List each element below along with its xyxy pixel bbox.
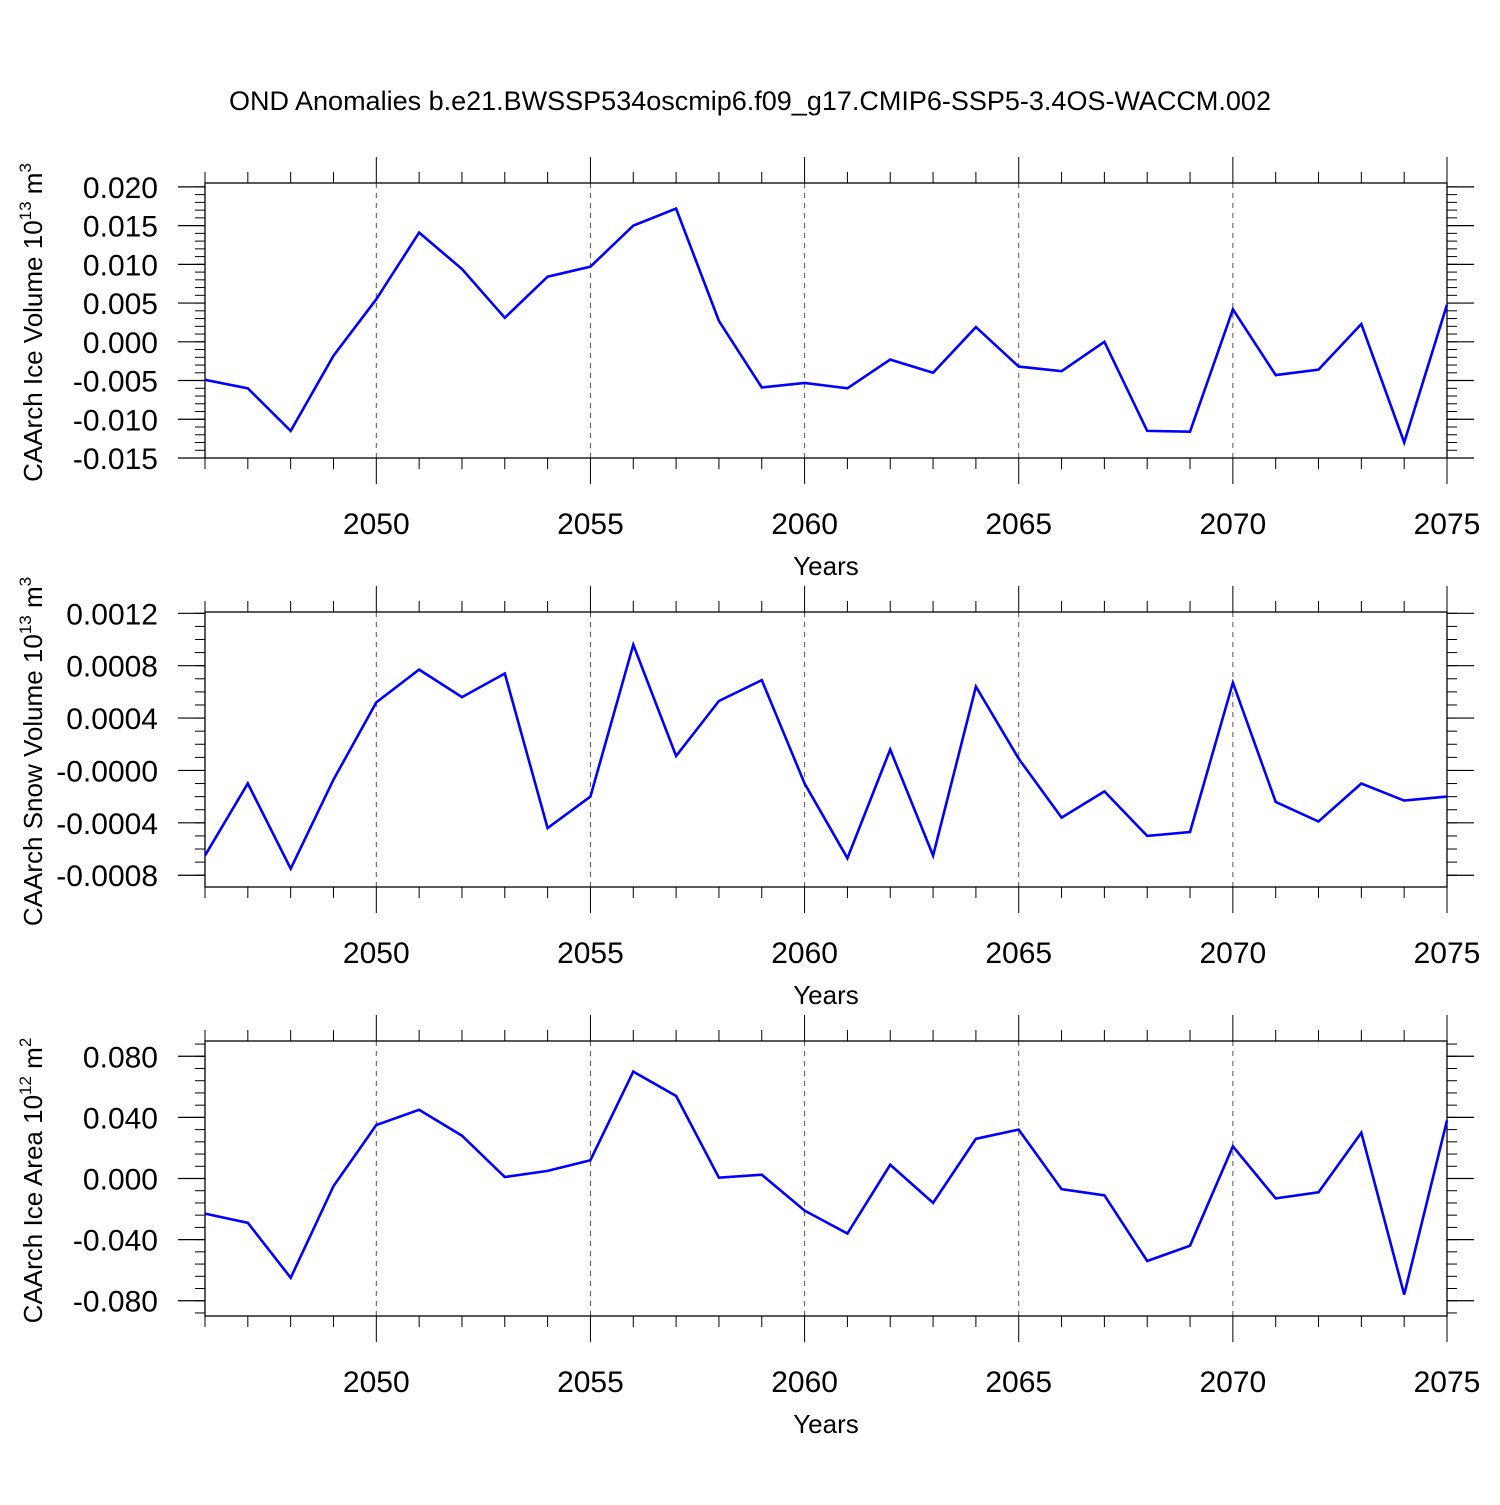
x-tick-label: 2065 — [985, 937, 1052, 970]
x-tick-label: 2055 — [557, 1366, 624, 1399]
x-tick-label: 2075 — [1414, 937, 1481, 970]
figure-title: OND Anomalies b.e21.BWSSP534oscmip6.f09_… — [229, 86, 1271, 116]
x-axis-label: Years — [793, 1409, 859, 1439]
y-axis-label-exponent: 3 — [16, 163, 35, 172]
y-axis-label-exponent: 12 — [16, 1076, 35, 1095]
x-tick-label: 2075 — [1414, 508, 1481, 541]
y-axis-label-exponent: 2 — [16, 1038, 35, 1047]
y-tick-label: 0.000 — [83, 327, 158, 360]
y-tick-label: 0.005 — [83, 288, 158, 321]
y-tick-label: -0.080 — [73, 1286, 158, 1319]
x-tick-label: 2060 — [771, 508, 838, 541]
x-tick-label: 2070 — [1199, 1366, 1266, 1399]
y-axis-label-part: m — [18, 173, 48, 202]
x-tick-label: 2060 — [771, 1366, 838, 1399]
y-tick-label: -0.0000 — [56, 755, 158, 788]
x-tick-label: 2075 — [1414, 1366, 1481, 1399]
y-tick-label: 0.0008 — [66, 651, 158, 684]
y-tick-label: -0.005 — [73, 366, 158, 399]
x-tick-label: 2055 — [557, 508, 624, 541]
y-axis-label-part: m — [18, 586, 48, 615]
y-tick-label: 0.0004 — [66, 703, 158, 736]
x-tick-label: 2060 — [771, 937, 838, 970]
y-tick-label: -0.010 — [73, 404, 158, 437]
x-tick-label: 2065 — [985, 508, 1052, 541]
x-tick-label: 2065 — [985, 1366, 1052, 1399]
y-axis-label-part: CAArch Ice Area 10 — [18, 1095, 48, 1323]
x-axis-label: Years — [793, 551, 859, 581]
x-tick-label: 2070 — [1199, 937, 1266, 970]
y-tick-label: 0.000 — [83, 1164, 158, 1197]
y-tick-label: -0.0008 — [56, 860, 158, 893]
y-tick-label: 0.020 — [83, 172, 158, 205]
x-tick-label: 2070 — [1199, 508, 1266, 541]
x-tick-label: 2055 — [557, 937, 624, 970]
y-tick-label: 0.0012 — [66, 598, 158, 631]
y-tick-label: 0.015 — [83, 211, 158, 244]
y-axis-label-exponent: 3 — [16, 577, 35, 586]
y-tick-label: -0.0004 — [56, 808, 158, 841]
y-tick-label: 0.010 — [83, 249, 158, 282]
y-axis-label-part: m — [18, 1047, 48, 1076]
y-axis-label-part: CAArch Ice Volume 10 — [18, 220, 48, 482]
y-axis-label-exponent: 13 — [16, 615, 35, 634]
y-tick-label: 0.040 — [83, 1102, 158, 1135]
y-tick-label: -0.015 — [73, 443, 158, 476]
y-axis-label-exponent: 13 — [16, 201, 35, 220]
y-tick-label: -0.040 — [73, 1225, 158, 1258]
x-tick-label: 2050 — [343, 937, 410, 970]
x-axis-label: Years — [793, 980, 859, 1010]
x-tick-label: 2050 — [343, 508, 410, 541]
x-tick-label: 2050 — [343, 1366, 410, 1399]
y-axis-label-part: CAArch Snow Volume 10 — [18, 634, 48, 926]
y-tick-label: 0.080 — [83, 1041, 158, 1074]
